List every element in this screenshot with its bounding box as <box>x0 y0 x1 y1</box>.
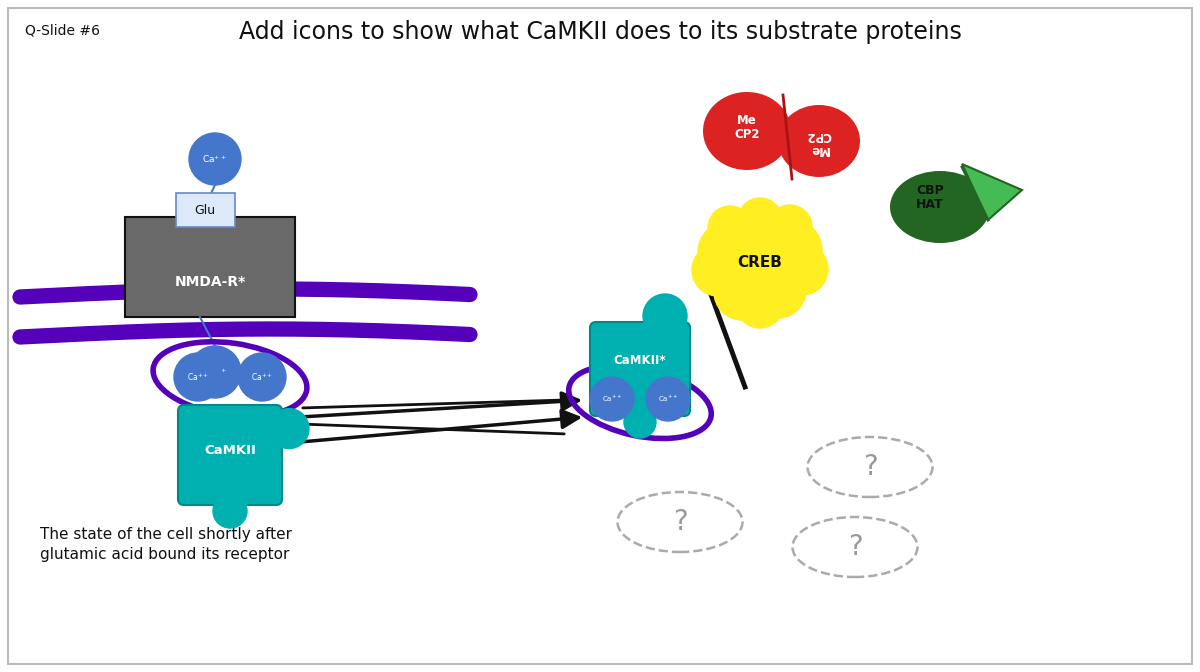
Circle shape <box>190 346 241 398</box>
Text: CaMKII*: CaMKII* <box>613 355 666 368</box>
Circle shape <box>750 262 806 318</box>
Circle shape <box>269 409 310 449</box>
Text: CBP
HAT: CBP HAT <box>916 183 944 210</box>
Text: Glu: Glu <box>194 204 216 216</box>
Ellipse shape <box>703 92 791 170</box>
Circle shape <box>720 222 800 302</box>
FancyBboxPatch shape <box>590 322 690 416</box>
Circle shape <box>736 280 784 328</box>
Text: NMDA-R*: NMDA-R* <box>174 275 246 289</box>
Circle shape <box>698 222 758 282</box>
Circle shape <box>762 220 822 280</box>
FancyBboxPatch shape <box>178 405 282 505</box>
Text: CREB: CREB <box>738 255 782 269</box>
FancyBboxPatch shape <box>8 8 1192 664</box>
Text: ?: ? <box>847 533 863 561</box>
Text: Ca$^{++}$: Ca$^{++}$ <box>203 153 228 165</box>
Text: Me
CP2: Me CP2 <box>734 114 760 140</box>
Text: Ca$^{++}$: Ca$^{++}$ <box>203 366 228 378</box>
Text: Add icons to show what CaMKII does to its substrate proteins: Add icons to show what CaMKII does to it… <box>239 20 961 44</box>
Circle shape <box>768 205 812 249</box>
Polygon shape <box>962 164 1022 220</box>
Text: The state of the cell shortly after
glutamic acid bound its receptor: The state of the cell shortly after glut… <box>40 527 292 562</box>
Text: Ca$^{++}$: Ca$^{++}$ <box>187 371 209 383</box>
Text: CaMKII: CaMKII <box>204 444 256 456</box>
Circle shape <box>738 198 782 242</box>
Circle shape <box>214 494 247 528</box>
Circle shape <box>646 377 690 421</box>
Circle shape <box>776 243 828 295</box>
Text: Q-Slide #6: Q-Slide #6 <box>25 24 100 38</box>
FancyBboxPatch shape <box>175 193 234 227</box>
Text: Ca$^{++}$: Ca$^{++}$ <box>602 394 622 404</box>
Circle shape <box>643 294 686 338</box>
Circle shape <box>174 353 222 401</box>
FancyBboxPatch shape <box>125 217 295 317</box>
Circle shape <box>190 133 241 185</box>
Circle shape <box>692 244 744 296</box>
Circle shape <box>238 353 286 401</box>
Text: Me
CP2: Me CP2 <box>806 128 832 155</box>
Text: ?: ? <box>673 508 688 536</box>
Circle shape <box>624 406 656 438</box>
Circle shape <box>708 206 752 250</box>
Text: Ca$^{++}$: Ca$^{++}$ <box>251 371 272 383</box>
Circle shape <box>590 377 634 421</box>
Ellipse shape <box>778 105 860 177</box>
Circle shape <box>714 264 770 320</box>
Text: Ca$^{++}$: Ca$^{++}$ <box>658 394 678 404</box>
Ellipse shape <box>890 171 990 243</box>
Text: ?: ? <box>863 453 877 481</box>
